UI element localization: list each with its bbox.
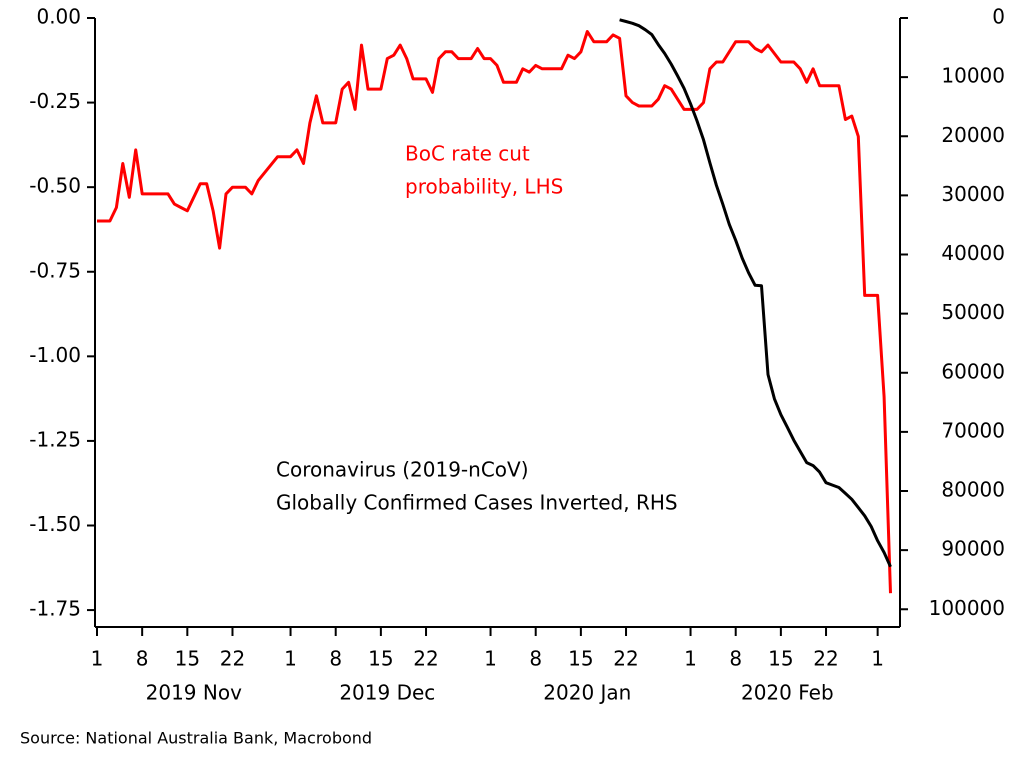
series-line (619, 18, 892, 568)
y-tick-label: -1.75 (29, 597, 81, 621)
y2-tick-label: 20000 (941, 123, 1005, 147)
annotation: Coronavirus (2019-nCoV) (276, 458, 529, 482)
x-tick-label: 1 (284, 647, 297, 671)
y-tick-label: -0.25 (29, 89, 81, 113)
month-label: 2019 Nov (146, 681, 242, 705)
y-tick-label: -1.50 (29, 512, 81, 536)
x-tick-label: 1 (91, 647, 104, 671)
x-tick-label: 15 (175, 647, 200, 671)
annotation: Globally Confirmed Cases Inverted, RHS (276, 491, 678, 515)
month-label: 2019 Dec (339, 681, 435, 705)
x-tick-label: 15 (568, 647, 593, 671)
y2-tick-label: 10000 (941, 64, 1005, 88)
x-tick-label: 8 (329, 647, 342, 671)
y2-tick-label: 80000 (941, 478, 1005, 502)
month-label: 2020 Jan (543, 681, 631, 705)
y2-tick-label: 90000 (941, 537, 1005, 561)
annotation: BoC rate cut (405, 142, 530, 166)
y-tick-label: -1.00 (29, 343, 81, 367)
x-tick-label: 1 (871, 647, 884, 671)
y2-tick-label: 70000 (941, 418, 1005, 442)
y2-tick-label: 0 (992, 5, 1005, 29)
x-tick-label: 22 (413, 647, 438, 671)
y2-tick-label: 60000 (941, 359, 1005, 383)
y-tick-label: 0.00 (36, 5, 81, 29)
source: Source: National Australia Bank, Macrobo… (20, 729, 372, 748)
y2-tick-label: 50000 (941, 300, 1005, 324)
y2-tick-label: 40000 (941, 241, 1005, 265)
annotation: probability, LHS (405, 175, 563, 199)
x-tick-label: 1 (484, 647, 497, 671)
month-label: 2020 Feb (741, 681, 834, 705)
x-tick-label: 22 (613, 647, 638, 671)
x-tick-label: 8 (136, 647, 149, 671)
x-tick-label: 15 (768, 647, 793, 671)
y-tick-label: -1.25 (29, 427, 81, 451)
series-line (97, 30, 892, 594)
y2-tick-label: 30000 (941, 182, 1005, 206)
x-tick-label: 8 (729, 647, 742, 671)
x-tick-label: 22 (813, 647, 838, 671)
x-tick-label: 8 (529, 647, 542, 671)
y-tick-label: -0.50 (29, 174, 81, 198)
x-tick-label: 1 (684, 647, 697, 671)
y2-tick-label: 100000 (929, 596, 1005, 620)
y-tick-label: -0.75 (29, 258, 81, 282)
x-tick-label: 15 (368, 647, 393, 671)
x-tick-label: 22 (220, 647, 245, 671)
